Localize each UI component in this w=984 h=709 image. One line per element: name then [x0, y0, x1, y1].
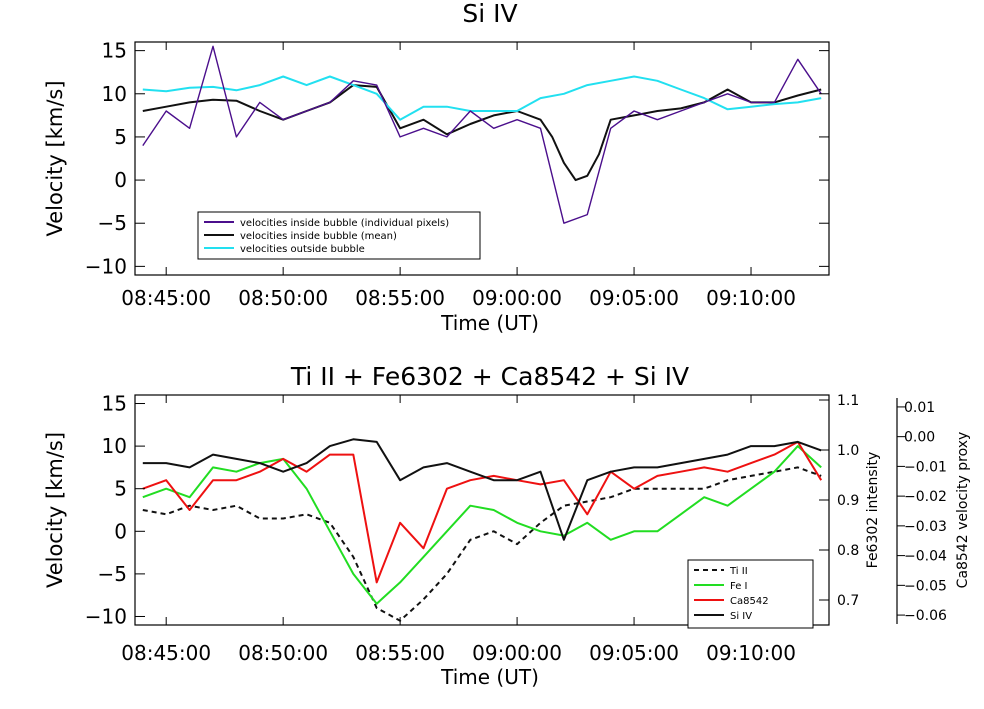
x-axis-label: Time (UT) [440, 311, 539, 335]
legend-label: velocities inside bubble (mean) [240, 231, 397, 242]
legend-box [197, 211, 481, 260]
x-tick-label: 09:10:00 [706, 286, 796, 310]
y-tick-label: 5 [114, 477, 127, 501]
right-tick-label: 0.8 [837, 543, 859, 559]
right2-tick-label: −0.06 [904, 608, 947, 624]
chart-combined: 08:45:00 08:50:00 08:55:00 09:00:00 09:05:00… [43, 362, 971, 689]
right2-tick-label: −0.05 [904, 578, 947, 594]
legend-label: Ca8542 [730, 596, 769, 607]
series-line-0 [142, 466, 822, 622]
plot-frame [134, 41, 830, 276]
y-tick-label: 10 [102, 82, 127, 106]
x-tick-label: 09:05:00 [589, 286, 679, 310]
right-tick-label: 0.7 [837, 593, 859, 609]
plot-frame [134, 394, 830, 626]
right2-axis-label: Ca8542 velocity proxy [955, 432, 971, 589]
y-tick-label: 15 [102, 392, 127, 416]
x-tick-label: 08:55:00 [355, 641, 445, 665]
x-tick-label: 09:00:00 [472, 286, 562, 310]
legend-label: Si IV [730, 611, 752, 622]
y-tick-label: 0 [114, 519, 127, 543]
series-line-0 [142, 84, 822, 182]
x-tick-label: 09:10:00 [706, 641, 796, 665]
right2-tick-label: 0.00 [904, 430, 935, 446]
y-tick-label: −10 [85, 604, 127, 628]
legend-label: Ti II [729, 566, 748, 577]
x-tick-label: 08:45:00 [121, 286, 211, 310]
series-line-3 [142, 438, 822, 541]
right2-tick-label: −0.04 [904, 549, 947, 565]
chart-title: Si IV [462, 0, 517, 28]
series-line-1 [142, 445, 822, 605]
right-axis-label: Fe6302 intensity [865, 452, 881, 569]
y-tick-label: −5 [98, 211, 127, 235]
y-axis-label: Velocity [km/s] [43, 432, 67, 588]
chart-title: Ti II + Fe6302 + Ca8542 + Si IV [290, 362, 689, 391]
x-tick-label: 09:05:00 [589, 641, 679, 665]
x-tick-label: 08:50:00 [238, 641, 328, 665]
y-tick-label: −5 [98, 562, 127, 586]
right-tick-label: 1.0 [837, 443, 859, 459]
legend-label: velocities outside bubble [240, 244, 365, 255]
y-tick-label: 15 [102, 39, 127, 63]
right-tick-label: 1.1 [837, 393, 859, 409]
right2-tick-label: 0.01 [904, 400, 935, 416]
right2-tick-label: −0.03 [904, 519, 947, 535]
y-tick-label: 10 [102, 434, 127, 458]
legend-label: Fe I [730, 581, 748, 592]
right2-tick-label: −0.02 [904, 489, 947, 505]
right-tick-label: 0.9 [837, 493, 859, 509]
y-tick-label: 0 [114, 168, 127, 192]
series-line-1 [142, 75, 822, 121]
x-tick-label: 08:55:00 [355, 286, 445, 310]
legend-label: velocities inside bubble (individual pix… [240, 218, 449, 229]
y-tick-label: 5 [114, 125, 127, 149]
legend-box [687, 559, 814, 629]
series-line-2 [142, 45, 822, 224]
x-tick-label: 08:45:00 [121, 641, 211, 665]
right2-tick-label: −0.01 [904, 459, 947, 475]
y-tick-label: −10 [85, 254, 127, 278]
x-axis-label: Time (UT) [440, 665, 539, 689]
series-line-2 [142, 440, 823, 584]
x-tick-label: 09:00:00 [472, 641, 562, 665]
chart-si-iv: 08:45:00 08:50:00 08:55:00 09:00:00 09:05:00… [43, 0, 830, 335]
x-tick-label: 08:50:00 [238, 286, 328, 310]
y-axis-label: Velocity [km/s] [43, 80, 67, 236]
